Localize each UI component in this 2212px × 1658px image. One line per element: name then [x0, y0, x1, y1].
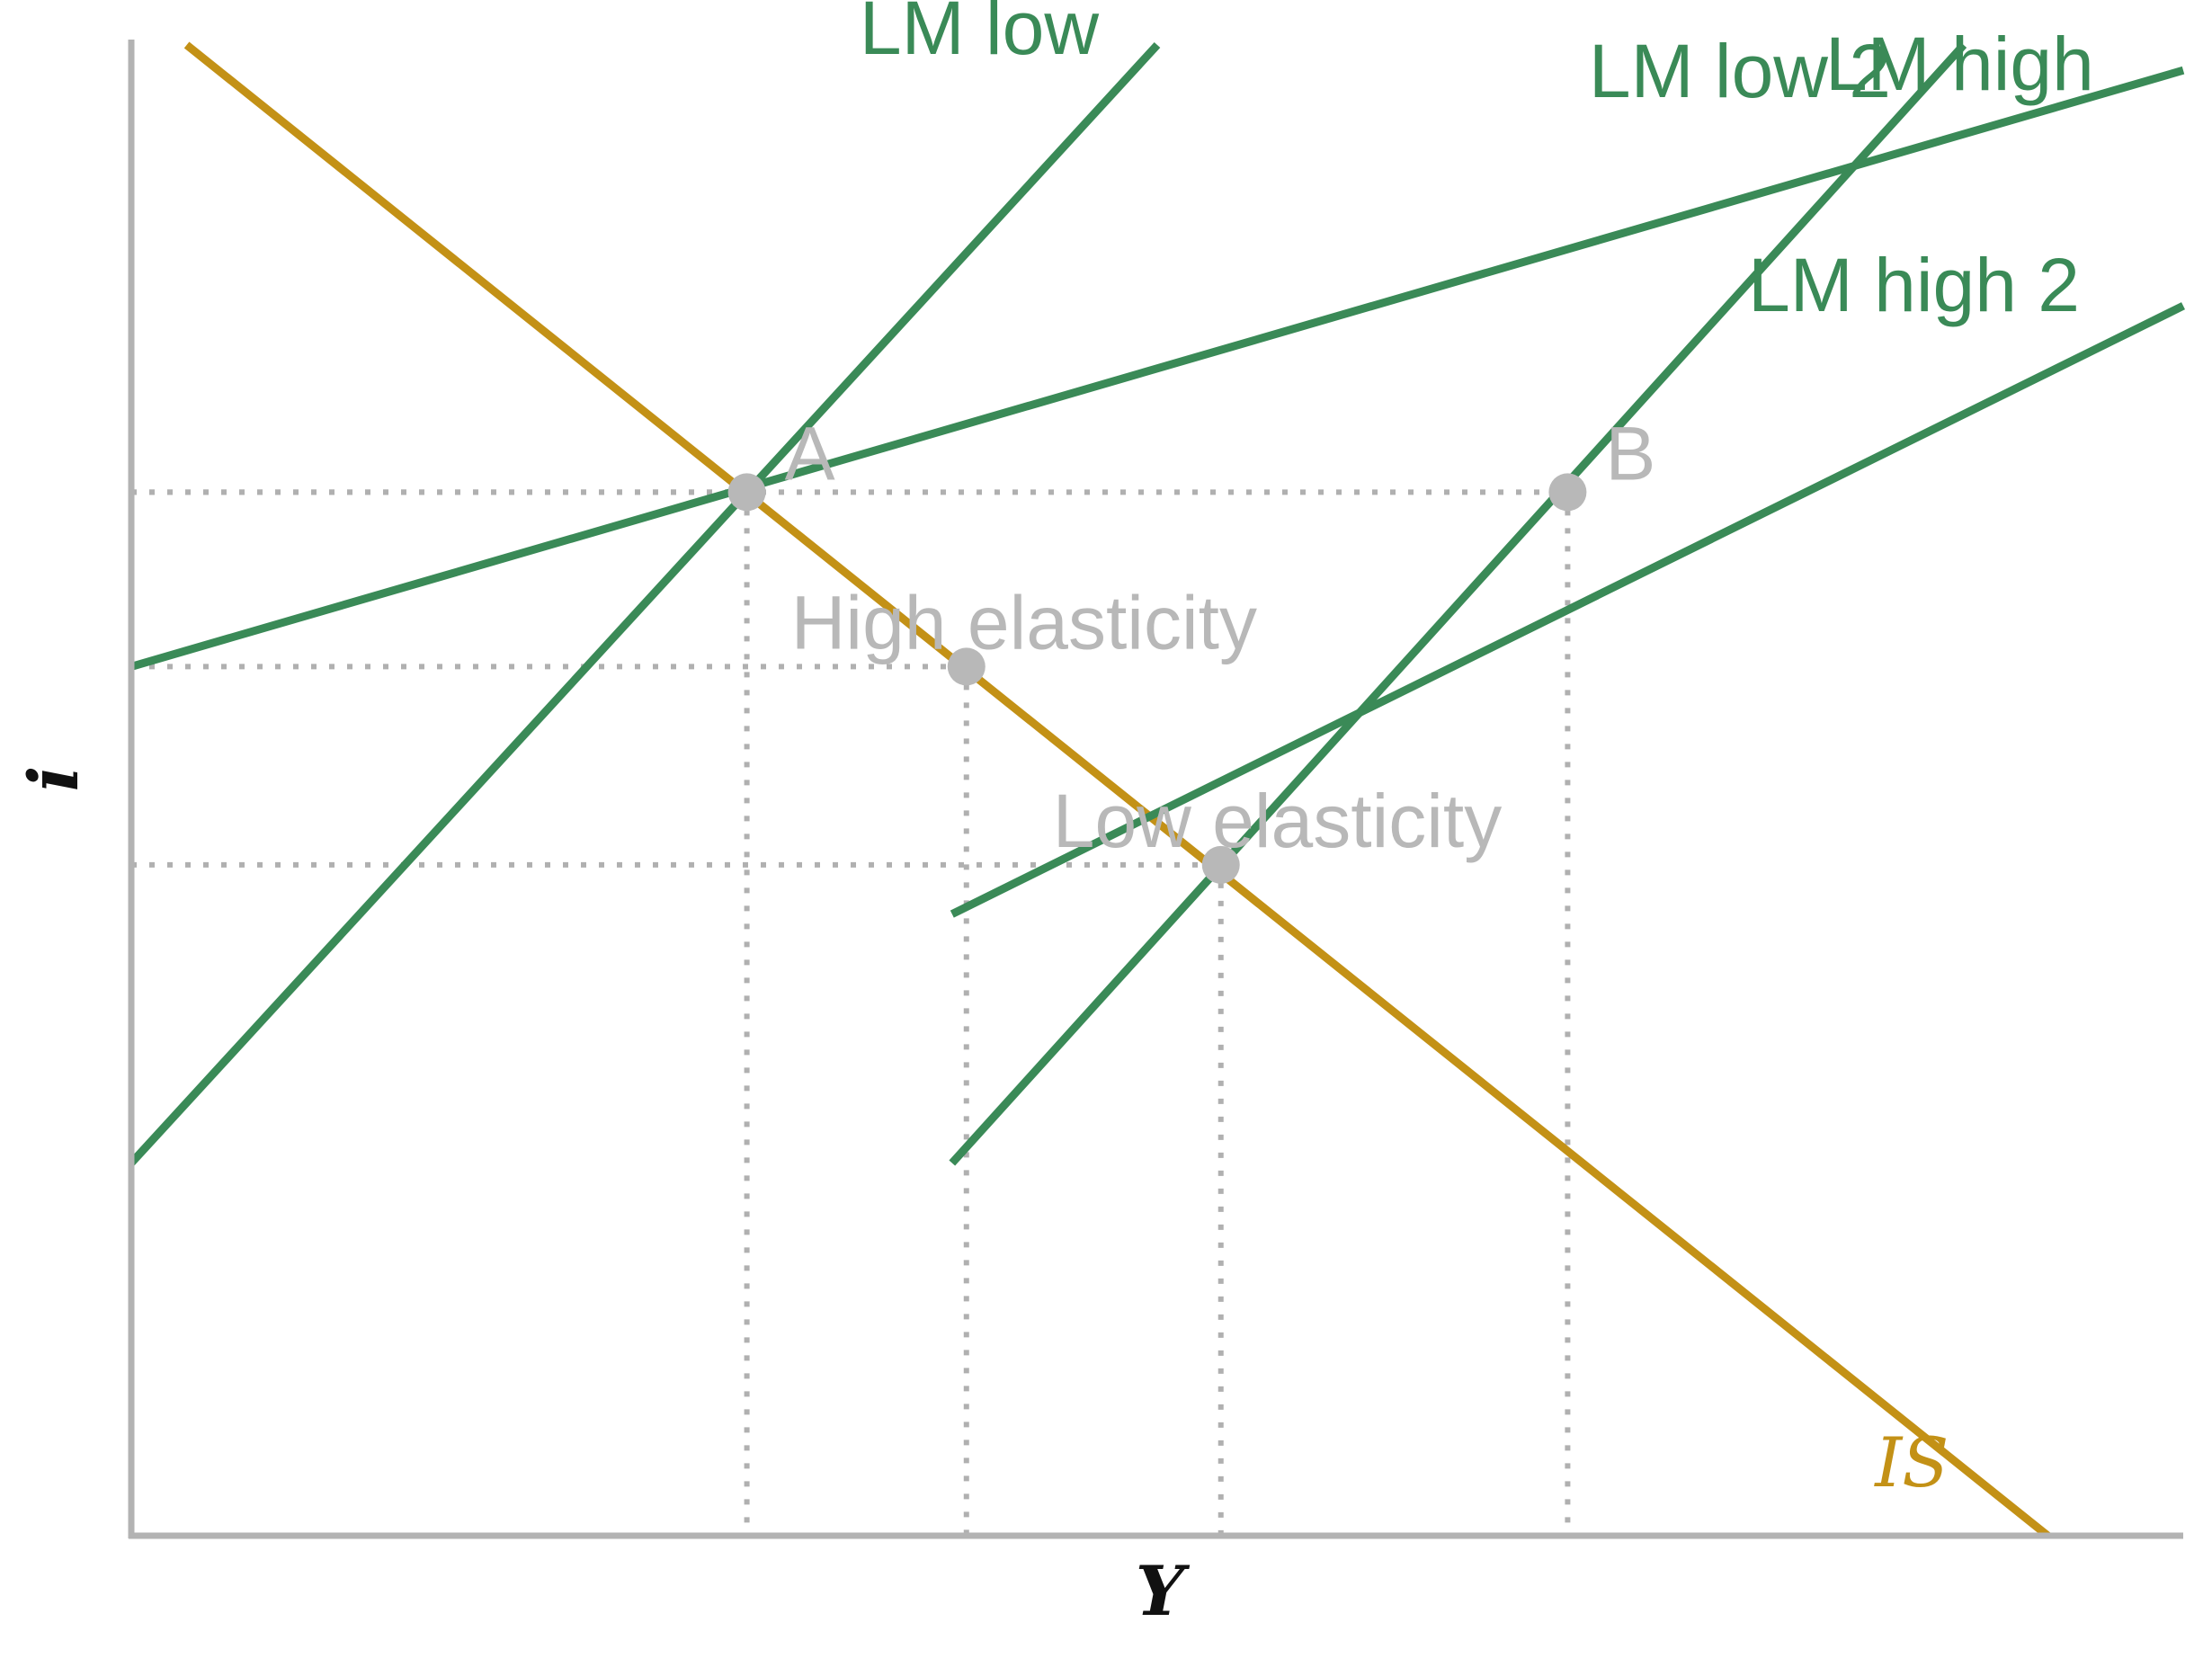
equilibrium-points: [727, 473, 1587, 884]
label-point-a: A: [785, 411, 835, 495]
label-point-b: B: [1605, 411, 1655, 495]
y-axis-label: i: [13, 766, 94, 792]
label-lm-high-2: LM high 2: [1748, 243, 2080, 327]
label-point-high-elasticity: High elasticity: [791, 580, 1257, 664]
curve-lm-high: [949, 41, 1967, 1166]
x-axis-label: Y: [1136, 1551, 1191, 1631]
curves: [128, 41, 2185, 1539]
label-lm-low: LM low: [860, 0, 1099, 70]
curve-lm-low-2: [129, 66, 2185, 671]
curve-lm-low: [128, 41, 1161, 1166]
curve-is: [183, 41, 2051, 1539]
guide-lines: [131, 489, 1571, 1536]
label-is: IS: [1873, 1422, 1949, 1502]
curve-lm-high-2: [950, 302, 2185, 918]
point-b: [1548, 473, 1587, 512]
axes: [128, 40, 2183, 1539]
point-a: [727, 473, 766, 512]
label-lm-high: LM high: [1825, 22, 2094, 106]
point-high-elasticity: [947, 647, 986, 686]
point-low-elasticity: [1201, 845, 1240, 884]
label-lm-low-2: LM low 2: [1589, 29, 1891, 113]
label-point-low-elasticity: Low elasticity: [1053, 779, 1503, 863]
